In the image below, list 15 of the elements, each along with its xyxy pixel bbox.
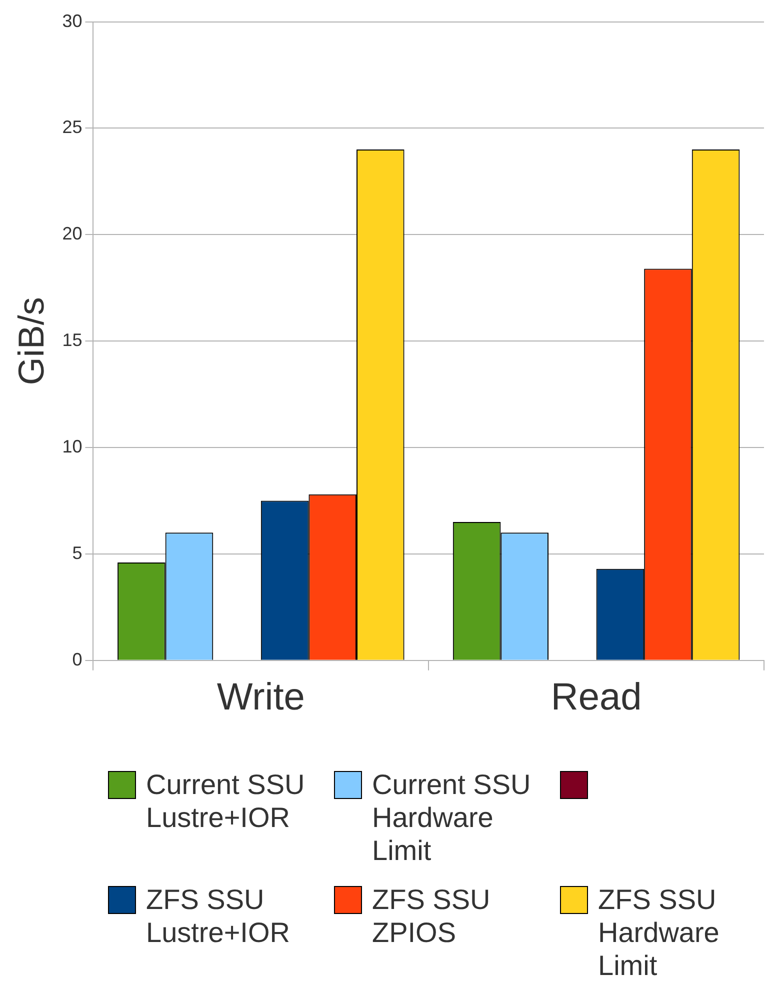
y-tick-label: 10 <box>62 436 82 456</box>
y-axis-title: GiB/s <box>10 297 52 386</box>
y-tick-label: 15 <box>62 330 82 350</box>
y-tick-label: 5 <box>72 542 82 563</box>
y-tick-label: 30 <box>62 10 82 31</box>
legend-label: ZFS SSU Lustre+IOR <box>146 883 291 949</box>
legend-label: Current SSU Lustre+IOR <box>146 768 306 834</box>
y-tick-label: 0 <box>72 649 82 670</box>
x-tick-label: Read <box>550 676 642 719</box>
legend-label: ZFS SSU Hardware Limit <box>598 883 720 982</box>
legend-label: Current SSU Hardware Limit <box>372 768 532 867</box>
legend-label: ZFS SSU ZPIOS <box>372 883 492 949</box>
y-tick-label: 25 <box>62 117 82 138</box>
x-tick-label: Write <box>216 676 305 719</box>
y-tick-label: 20 <box>62 224 82 244</box>
